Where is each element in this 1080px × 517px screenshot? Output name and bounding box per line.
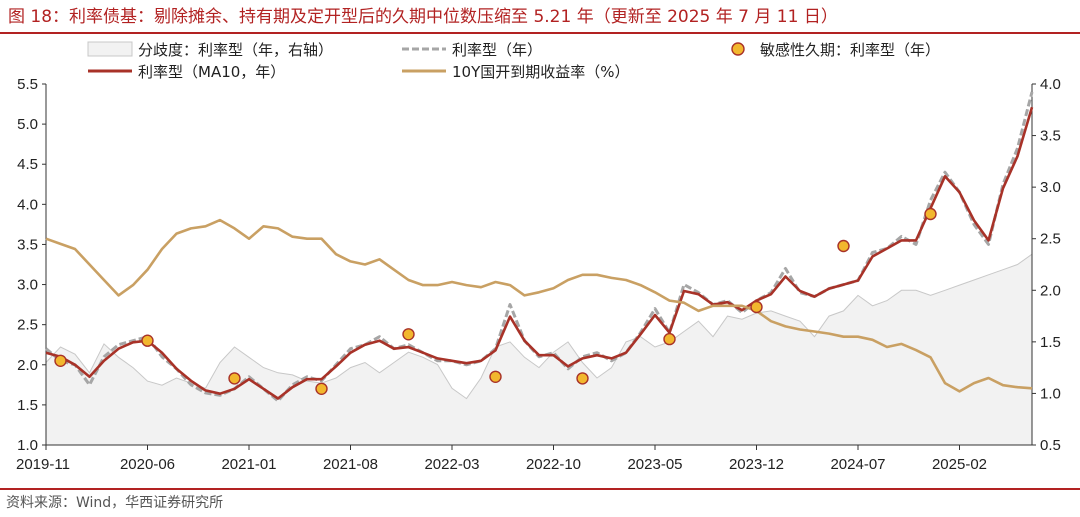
x-tick-label: 2022-03 xyxy=(424,456,479,473)
axes-layer: 5.5 5.0 4.5 4.0 3.5 3.0 2.5 2.0 1.5 1.0 4.0 3.5 3.0 2… xyxy=(16,76,1061,473)
scatter-point xyxy=(315,382,328,395)
y-right-tick-label: 1.5 xyxy=(1040,334,1061,351)
points-layer xyxy=(54,207,937,395)
y-left-tick-label: 2.0 xyxy=(17,357,38,374)
area-divergence xyxy=(46,254,1032,445)
scatter-point xyxy=(402,328,415,341)
y-right-tick-label: 1.0 xyxy=(1040,385,1061,402)
series-line-2 xyxy=(45,106,1034,400)
scatter-point xyxy=(837,239,850,253)
scatter-point xyxy=(750,300,763,314)
legend-label-dashed: 利率型（年） xyxy=(452,41,542,59)
y-right-tick-label: 0.5 xyxy=(1040,437,1061,454)
chart-title: 图 18：利率债基：剔除摊余、持有期及定开型后的久期中位数压缩至 5.21 年（… xyxy=(8,7,838,27)
lines-layer xyxy=(45,91,1034,403)
source-rule xyxy=(0,488,1080,490)
y-right-tick-label: 4.0 xyxy=(1040,76,1061,93)
y-left-tick-label: 5.5 xyxy=(17,76,38,93)
y-left-tick-label: 5.0 xyxy=(17,116,38,133)
y-right-tick-label: 2.0 xyxy=(1040,282,1061,299)
y-left-tick-label: 4.5 xyxy=(17,156,38,173)
source-note: 资料来源：Wind，华西证券研究所 xyxy=(6,495,224,511)
x-tick-label: 2021-08 xyxy=(323,456,378,473)
legend-label-ma10: 利率型（MA10，年） xyxy=(138,63,285,81)
x-tick-label: 2021-01 xyxy=(221,456,276,473)
y-left-tick-label: 1.0 xyxy=(17,437,38,454)
scatter-point xyxy=(576,372,589,385)
x-tick-label: 2023-12 xyxy=(729,456,784,473)
series-line-1 xyxy=(45,91,1034,403)
area-layer xyxy=(45,253,1033,445)
legend: 分歧度：利率型（年，右轴） 利率型（年） 敏感性久期：利率型（年） 利率型（MA10，… xyxy=(87,41,940,81)
scatter-point xyxy=(924,207,937,221)
x-tick-label: 2023-05 xyxy=(627,456,682,473)
y-left-tick-label: 4.0 xyxy=(17,196,38,213)
y-right-tick-label: 3.0 xyxy=(1040,179,1061,196)
series-line-3 xyxy=(45,218,1033,393)
title-rule xyxy=(0,32,1080,34)
scatter-point xyxy=(54,354,67,367)
area-divergence-edge xyxy=(45,253,1033,400)
legend-swatch-area xyxy=(87,41,133,57)
y-right-tick-label: 3.5 xyxy=(1040,128,1061,145)
legend-label-yield: 10Y国开到期收益率（%） xyxy=(452,63,630,81)
y-right-tick-label: 2.5 xyxy=(1040,231,1061,248)
legend-label-scatter: 敏感性久期：利率型（年） xyxy=(760,41,940,59)
legend-swatch-scatter xyxy=(731,42,745,56)
y-left-tick-label: 3.5 xyxy=(17,236,38,253)
x-tick-label: 2024-07 xyxy=(830,456,885,473)
y-left-tick-label: 1.5 xyxy=(17,397,38,414)
x-tick-label: 2025-02 xyxy=(932,456,987,473)
legend-label-area: 分歧度：利率型（年，右轴） xyxy=(138,41,333,59)
scatter-point xyxy=(489,370,502,383)
scatter-point xyxy=(228,372,241,385)
y-left-tick-label: 3.0 xyxy=(17,277,38,294)
scatter-point xyxy=(141,334,154,347)
y-left-tick-label: 2.5 xyxy=(17,317,38,334)
x-tick-label: 2019-11 xyxy=(16,456,70,473)
scatter-point xyxy=(663,332,676,346)
x-tick-label: 2020-06 xyxy=(120,456,175,473)
x-tick-label: 2022-10 xyxy=(526,456,581,473)
